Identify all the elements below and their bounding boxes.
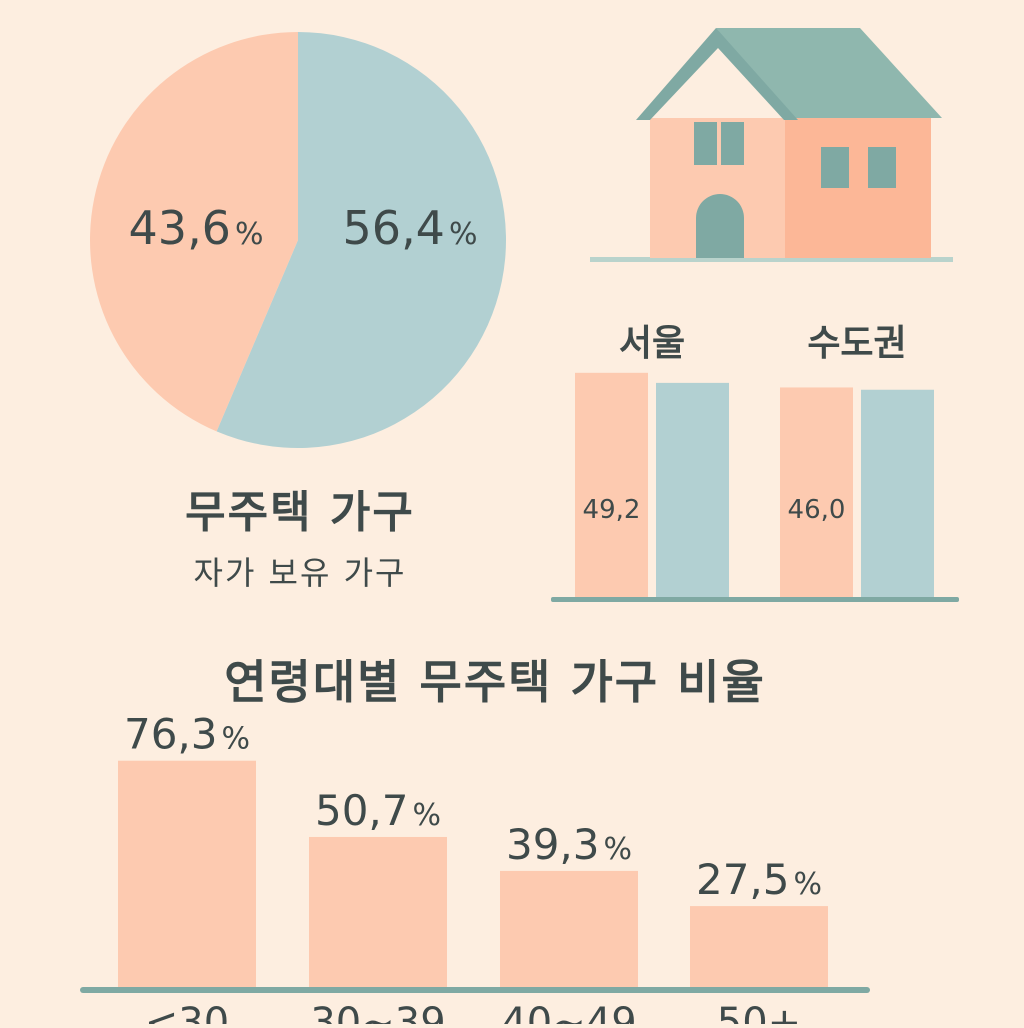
pie-caption-sub: 자가 보유 가구 — [193, 554, 407, 592]
age-bar — [309, 836, 447, 988]
age-bar — [690, 906, 828, 988]
region-bar — [861, 389, 934, 598]
house-gable — [636, 28, 798, 120]
region-bar — [656, 382, 729, 598]
age-bar-label: 76,3% — [124, 710, 250, 759]
region-baseline — [551, 597, 959, 602]
age-category-label: 50+ — [717, 1000, 801, 1024]
age-bar-label: 50,7% — [315, 786, 441, 835]
region-bar — [575, 372, 648, 598]
pie-caption-main: 무주택 가구 — [185, 487, 415, 538]
region-bar — [780, 387, 853, 598]
pie-slice-0 — [216, 32, 506, 448]
age-category-label: 40~49 — [501, 1000, 636, 1024]
house-right-wall — [785, 118, 931, 258]
age-category-label: 30~39 — [310, 1000, 445, 1024]
region-bar-label: 46,0 — [788, 495, 846, 525]
age-baseline — [80, 987, 870, 993]
house-window — [821, 147, 849, 188]
region-category-label: 서울 — [619, 323, 685, 364]
pie-slice-label-0: 56,4% — [343, 201, 478, 255]
age-chart-title: 연령대별 무주택 가구 비율 — [224, 655, 766, 709]
age-bar-label: 39,3% — [506, 820, 632, 869]
house-window-bar — [717, 122, 721, 165]
house-ground — [590, 257, 953, 262]
house-door — [696, 194, 744, 258]
house-icon — [590, 28, 953, 262]
pie-slice-1 — [89, 32, 299, 432]
age-bar — [118, 760, 256, 988]
age-bar — [500, 870, 638, 988]
age-category-label: <30 — [145, 1000, 229, 1024]
region-bar-label: 49,2 — [583, 495, 641, 525]
region-category-label: 수도권 — [807, 323, 906, 364]
age-bar-label: 27,5% — [696, 855, 822, 904]
pie-slice-label-1: 43,6% — [129, 201, 264, 255]
house-window — [868, 147, 896, 188]
